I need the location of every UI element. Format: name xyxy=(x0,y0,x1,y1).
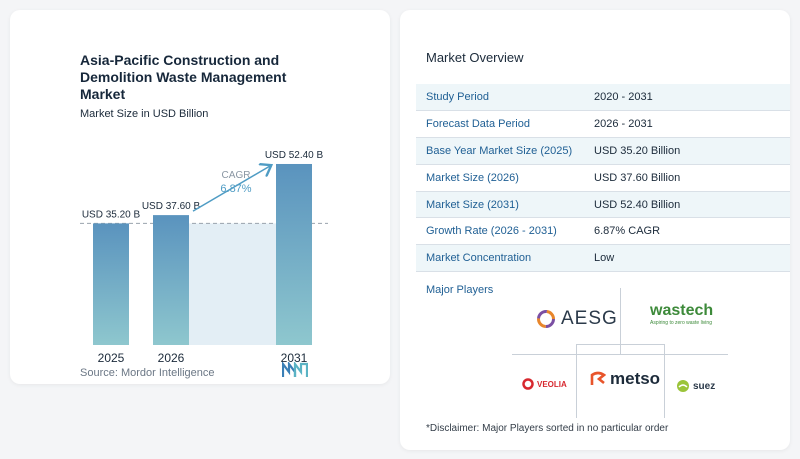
x-tick-2031: 2031 xyxy=(281,351,308,365)
players-divider xyxy=(620,288,621,354)
bar-2025 xyxy=(93,223,129,345)
row-value: USD 35.20 Billion xyxy=(594,144,681,157)
row-value: USD 37.60 Billion xyxy=(594,171,681,184)
major-players-label: Major Players xyxy=(426,284,494,296)
growth-shade xyxy=(189,223,276,345)
veolia-icon xyxy=(522,378,534,390)
chart-card: Asia-Pacific Construction and Demolition… xyxy=(10,10,390,384)
table-row: Market Size (2031) USD 52.40 Billion xyxy=(416,191,790,219)
row-label: Growth Rate (2026 - 2031) xyxy=(426,225,557,238)
table-row: Growth Rate (2026 - 2031) 6.87% CAGR xyxy=(416,218,790,246)
row-label: Forecast Data Period xyxy=(426,117,530,130)
x-tick-2025: 2025 xyxy=(98,351,125,365)
players-divider xyxy=(576,344,577,418)
suez-text: suez xyxy=(693,380,716,392)
cagr-arrow xyxy=(192,166,270,212)
metso-text: metso xyxy=(610,369,661,388)
row-label: Base Year Market Size (2025) xyxy=(426,144,573,157)
overview-table: Study Period 2020 - 2031 Forecast Data P… xyxy=(416,84,790,273)
wastech-tagline: Aspiring to zero waste living xyxy=(650,320,712,326)
market-overview-card: Market Overview Study Period 2020 - 2031… xyxy=(400,10,790,450)
table-row: Market Size (2026) USD 37.60 Billion xyxy=(416,165,790,192)
suez-logo: suez xyxy=(676,379,715,393)
bar-2031 xyxy=(276,163,312,345)
players-divider xyxy=(664,344,665,418)
row-value: Low xyxy=(594,252,615,265)
bar-chart: USD 35.20 B 2025 USD 37.60 B 2026 USD 52.40 … xyxy=(80,150,328,365)
mordor-intelligence-logo xyxy=(282,362,308,377)
row-value: 2020 - 2031 xyxy=(594,90,653,103)
chart-subtitle: Market Size in USD Billion xyxy=(80,108,209,120)
veolia-logo: VEOLIA xyxy=(522,378,567,390)
players-divider xyxy=(576,344,664,345)
table-row: Forecast Data Period 2026 - 2031 xyxy=(416,111,790,138)
table-row: Market Concentration Low xyxy=(416,245,790,273)
bar-2026 xyxy=(153,215,189,345)
players-divider xyxy=(512,354,728,355)
aesg-ring-icon xyxy=(537,310,555,328)
metso-logo: metso xyxy=(590,369,660,389)
table-row: Study Period 2020 - 2031 xyxy=(416,84,790,111)
aesg-text: AESG xyxy=(561,308,618,329)
source-note: Source: Mordor Intelligence xyxy=(80,367,215,379)
data-label-2025: USD 35.20 B xyxy=(82,209,141,220)
metso-icon xyxy=(590,371,606,385)
cagr-label: CAGR xyxy=(222,170,251,181)
x-tick-2026: 2026 xyxy=(158,351,185,365)
suez-icon xyxy=(677,380,689,392)
chart-title: Asia-Pacific Construction and Demolition… xyxy=(80,52,287,102)
row-value: USD 52.40 Billion xyxy=(594,198,681,211)
row-label: Market Size (2026) xyxy=(426,171,519,184)
veolia-text: VEOLIA xyxy=(537,379,567,389)
aesg-logo: AESG xyxy=(536,308,618,330)
disclaimer: *Disclaimer: Major Players sorted in no … xyxy=(426,423,669,434)
wastech-logo: wastech Aspiring to zero waste living xyxy=(650,302,713,326)
row-value: 2026 - 2031 xyxy=(594,117,653,130)
data-label-2026: USD 37.60 B xyxy=(142,201,201,212)
cagr-value: 6.87% xyxy=(220,183,251,195)
wastech-text: wastech xyxy=(650,302,714,319)
overview-title: Market Overview xyxy=(426,50,524,65)
data-label-2031: USD 52.40 B xyxy=(265,150,324,161)
table-row: Base Year Market Size (2025) USD 35.20 B… xyxy=(416,137,790,165)
row-label: Study Period xyxy=(426,90,489,103)
row-label: Market Size (2031) xyxy=(426,198,519,211)
row-value: 6.87% CAGR xyxy=(594,225,661,238)
row-label: Market Concentration xyxy=(426,252,532,265)
